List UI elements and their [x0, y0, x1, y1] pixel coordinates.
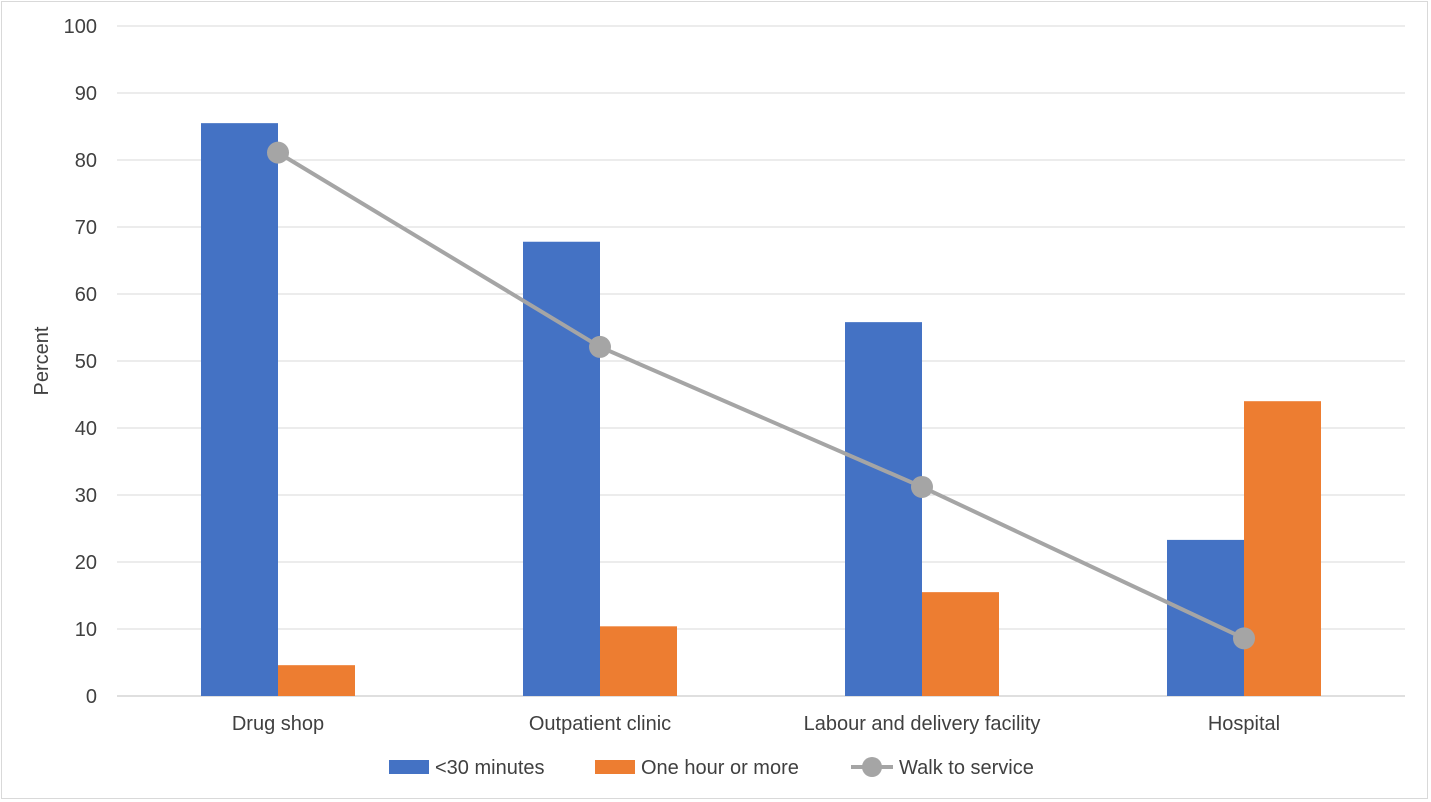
bar-under-30-min-0: [201, 123, 278, 696]
bars: [201, 123, 1321, 697]
y-tick-label: 100: [64, 16, 97, 38]
walk-to-service-point-2: [911, 475, 933, 498]
y-tick-label: 20: [75, 552, 97, 574]
y-tick-label: 90: [75, 83, 97, 105]
y-tick-label: 0: [86, 686, 97, 708]
y-tick-label: 60: [75, 284, 97, 306]
walk-to-service-point-0: [267, 141, 289, 164]
bar-one-hour-or-more-1: [600, 626, 677, 696]
x-axis-categories: Drug shop Outpatient clinic Labour and del…: [232, 713, 1280, 735]
legend-label: One hour or more: [641, 757, 799, 779]
x-category-label: Hospital: [1208, 713, 1280, 735]
bar-under-30-min-2: [845, 322, 922, 696]
bar-one-hour-or-more-0: [278, 665, 355, 696]
y-tick-label: 50: [75, 351, 97, 373]
legend-swatch-0: [389, 760, 429, 774]
x-category-label: Drug shop: [232, 713, 324, 735]
walk-to-service-point-3: [1233, 627, 1255, 650]
legend-label: Walk to service: [899, 757, 1034, 779]
y-tick-label: 10: [75, 619, 97, 641]
y-tick-label: 30: [75, 485, 97, 507]
walk-to-service-point-1: [589, 335, 611, 358]
y-axis-ticks: 0 10 20 30 40 50 60 70 80 90 100: [64, 16, 97, 708]
y-tick-label: 80: [75, 150, 97, 172]
y-tick-label: 40: [75, 418, 97, 440]
walk-to-service-line: [276, 150, 1245, 641]
bar-under-30-min-3: [1167, 539, 1244, 696]
bar-under-30-min-1: [523, 241, 600, 697]
x-category-label: Outpatient clinic: [529, 713, 671, 735]
legend-swatch-1: [595, 760, 635, 774]
legend-label: <30 minutes: [435, 757, 545, 779]
y-axis-title: Percent: [31, 326, 53, 395]
bar-one-hour-or-more-2: [922, 592, 999, 696]
x-category-label: Labour and delivery facility: [804, 713, 1041, 735]
bar-one-hour-or-more-3: [1244, 401, 1321, 696]
legend-marker: [862, 757, 882, 777]
legend: <30 minutes One hour or more Walk to servi…: [389, 757, 1034, 779]
line-series: [267, 141, 1255, 650]
y-tick-label: 70: [75, 217, 97, 239]
